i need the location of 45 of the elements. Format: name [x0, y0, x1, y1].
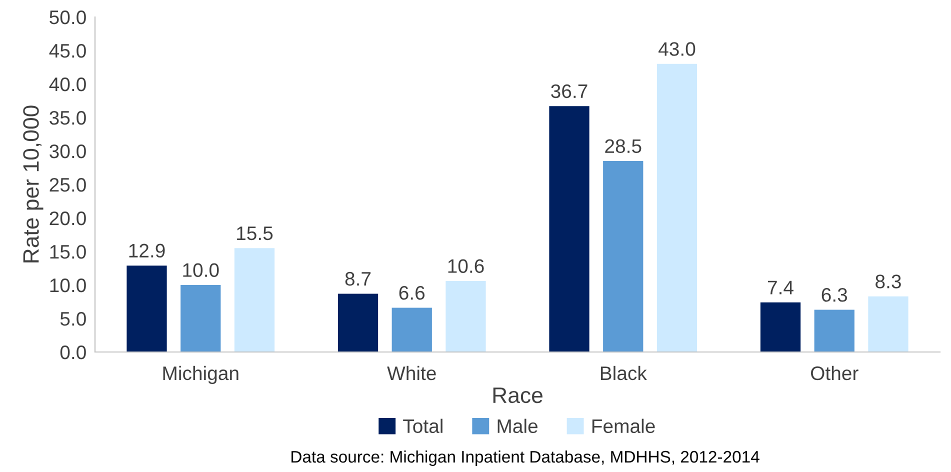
bar [549, 106, 590, 352]
y-axis-title: Rate per 10,000 [23, 106, 44, 262]
bar [868, 296, 908, 352]
bar [446, 280, 486, 352]
data-label: 10.0 [183, 263, 219, 277]
y-tick-label: 50.0 [50, 10, 86, 24]
data-label: 7.4 [768, 280, 794, 294]
x-tick-label: Black [600, 366, 647, 380]
x-tick-label: Other [810, 366, 858, 380]
y-tick-label: 25.0 [50, 178, 86, 192]
x-axis-title: Race [493, 388, 542, 404]
bar [180, 285, 221, 352]
legend-label: Total [403, 418, 442, 434]
bar [760, 302, 801, 352]
data-label: 12.9 [129, 244, 165, 258]
data-label: 8.3 [876, 274, 901, 288]
bar [814, 310, 854, 352]
x-tick-label: White [387, 366, 436, 380]
bar [338, 294, 378, 352]
data-label: 28.5 [605, 139, 642, 154]
bar [656, 64, 698, 352]
y-tick-label: 40.0 [49, 77, 86, 92]
data-label: 8.7 [345, 272, 371, 286]
data-label: 6.6 [399, 286, 425, 300]
data-label: 15.5 [237, 226, 273, 240]
data-label: 43.0 [658, 42, 696, 56]
data-label: 36.7 [551, 84, 588, 98]
data-label: 10.6 [448, 259, 484, 273]
y-tick-label: 30.0 [50, 144, 86, 158]
y-tick-label: 0.0 [60, 345, 86, 360]
source-note: Data source: Michigan Inpatient Database, MDHHS, 2012-2014 [292, 450, 760, 466]
bar [126, 266, 167, 352]
y-tick-label: 20.0 [50, 211, 86, 226]
bar [603, 161, 644, 352]
y-tick-label: 45.0 [49, 44, 86, 58]
y-tick-label: 10.0 [50, 278, 86, 292]
y-tick-label: 5.0 [60, 312, 86, 326]
y-tick-label: 35.0 [50, 110, 86, 125]
x-tick-label: Michigan [163, 366, 238, 384]
bar [234, 248, 275, 352]
data-label: 6.3 [822, 288, 848, 302]
legend-label: Male [498, 418, 538, 434]
bar [392, 308, 432, 352]
legend-label: Female [592, 418, 655, 434]
y-tick-label: 15.0 [50, 244, 86, 259]
